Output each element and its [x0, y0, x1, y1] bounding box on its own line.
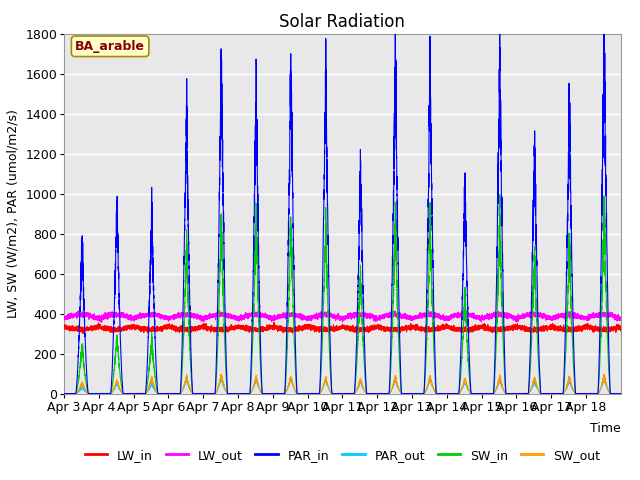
Legend: LW_in, LW_out, PAR_in, PAR_out, SW_in, SW_out: LW_in, LW_out, PAR_in, PAR_out, SW_in, S…: [79, 444, 605, 467]
Title: Solar Radiation: Solar Radiation: [280, 12, 405, 31]
Text: Time: Time: [590, 422, 621, 435]
Text: BA_arable: BA_arable: [75, 40, 145, 53]
Y-axis label: LW, SW (W/m2), PAR (umol/m2/s): LW, SW (W/m2), PAR (umol/m2/s): [6, 109, 20, 318]
